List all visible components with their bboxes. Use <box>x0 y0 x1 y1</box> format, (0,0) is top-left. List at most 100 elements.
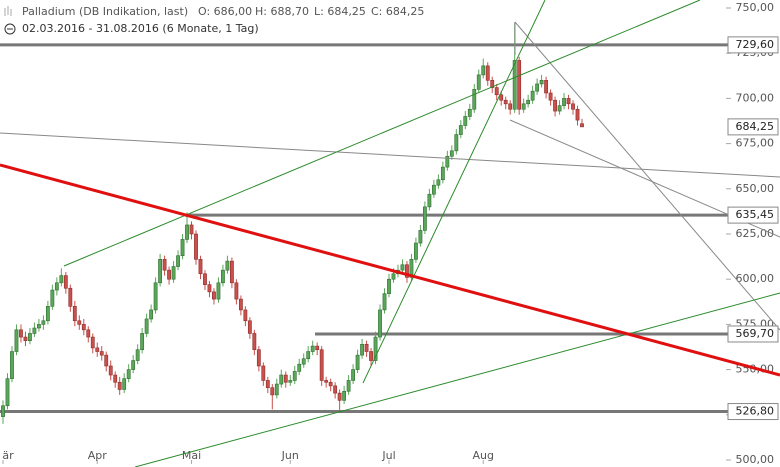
candle-body <box>512 60 517 110</box>
candle-body <box>256 349 261 367</box>
candle-body <box>50 289 55 307</box>
candle-body <box>288 380 293 383</box>
candle-body <box>207 284 212 293</box>
candle-body <box>324 380 329 383</box>
candle-body <box>72 306 77 322</box>
candle-body <box>37 324 41 329</box>
candle-body <box>418 230 423 244</box>
candle-body <box>104 354 109 367</box>
trendline <box>362 0 546 384</box>
candle-body <box>86 329 91 338</box>
candle-body <box>391 273 396 280</box>
candle-body <box>198 259 203 275</box>
candle-body <box>261 365 266 381</box>
candle-body <box>292 371 297 381</box>
candle-body <box>575 108 580 121</box>
collapse-icon[interactable] <box>4 23 16 35</box>
candle-body <box>63 275 68 289</box>
candle-body <box>454 134 459 152</box>
candle-body <box>216 282 221 300</box>
x-tick-label: Apr <box>88 449 108 462</box>
candle-body <box>122 378 127 390</box>
candle-body <box>535 83 540 92</box>
candle-body <box>171 266 176 280</box>
candle-body <box>77 320 82 325</box>
candle-body <box>238 298 243 311</box>
candle-body <box>490 80 495 88</box>
candle-body <box>517 60 522 110</box>
candle-body <box>68 287 73 307</box>
ohlc-low: L: 684,25 <box>314 5 366 18</box>
level-label: 635,45 <box>736 208 775 221</box>
y-tick-label: 750,00 <box>736 1 775 14</box>
candle-body <box>108 365 113 376</box>
candle-body <box>481 65 486 76</box>
candle-body <box>494 87 499 96</box>
candle-body <box>153 282 158 311</box>
candle-body <box>176 255 180 267</box>
candle-body <box>382 293 387 311</box>
x-tick-label: Jun <box>281 449 299 462</box>
candle-body <box>135 349 140 361</box>
candle-body <box>476 74 481 90</box>
candle-body <box>440 166 445 181</box>
candle-body <box>59 275 64 284</box>
candle-body <box>5 378 10 407</box>
candle-body <box>180 239 185 256</box>
candle-body <box>526 99 531 105</box>
candle-body <box>414 242 418 260</box>
level-label: 569,70 <box>736 327 775 340</box>
candle-body <box>243 309 248 322</box>
ohlc-high: H: 688,70 <box>255 5 309 18</box>
candle-body <box>131 360 136 370</box>
candle-body <box>126 369 131 379</box>
candle-body <box>19 329 23 338</box>
candle-body <box>328 381 333 387</box>
candle-body <box>225 260 230 271</box>
candle-body <box>530 90 535 101</box>
candle-body <box>373 336 378 361</box>
candle-body <box>553 99 557 112</box>
candle-body <box>265 380 270 388</box>
candle-body <box>521 103 526 110</box>
candle-body <box>283 374 288 383</box>
trendline <box>0 132 780 178</box>
candle-body <box>319 349 324 381</box>
candle-body <box>548 92 553 101</box>
candle-body <box>140 333 145 351</box>
candle-body <box>162 259 167 271</box>
candle-body <box>364 343 369 352</box>
candle-body <box>427 193 432 208</box>
candle-body <box>346 380 351 392</box>
candle-body <box>95 347 100 352</box>
level-label: 729,60 <box>736 38 775 51</box>
candle-body <box>306 351 311 360</box>
y-tick-label: 675,00 <box>736 137 775 150</box>
y-tick-label: 625,00 <box>736 227 775 240</box>
header: Palladium (DB Indikation, last) O: 686,0… <box>4 5 424 35</box>
trendline <box>514 21 780 331</box>
candle-body <box>315 345 320 351</box>
candle-body <box>539 80 544 85</box>
candle-body <box>10 351 14 379</box>
level-label: 526,80 <box>736 405 775 418</box>
candle-body <box>45 306 50 322</box>
candle-body <box>467 108 472 117</box>
labels: 729,60 635,45 569,70 526,80 684,25 <box>727 36 779 421</box>
candle-body <box>117 381 122 390</box>
candle-body <box>562 98 566 106</box>
candle-body <box>405 264 409 278</box>
x-tick-label: Jul <box>381 449 395 462</box>
candle-body <box>463 116 468 126</box>
candle-body <box>436 179 441 186</box>
candle-body <box>203 273 207 285</box>
candle-body <box>41 320 46 325</box>
candle-body <box>212 291 216 300</box>
candle-body <box>472 89 477 110</box>
y-tick-label: 500,00 <box>736 453 775 466</box>
candle-body <box>355 354 360 370</box>
candle-body <box>310 345 315 352</box>
